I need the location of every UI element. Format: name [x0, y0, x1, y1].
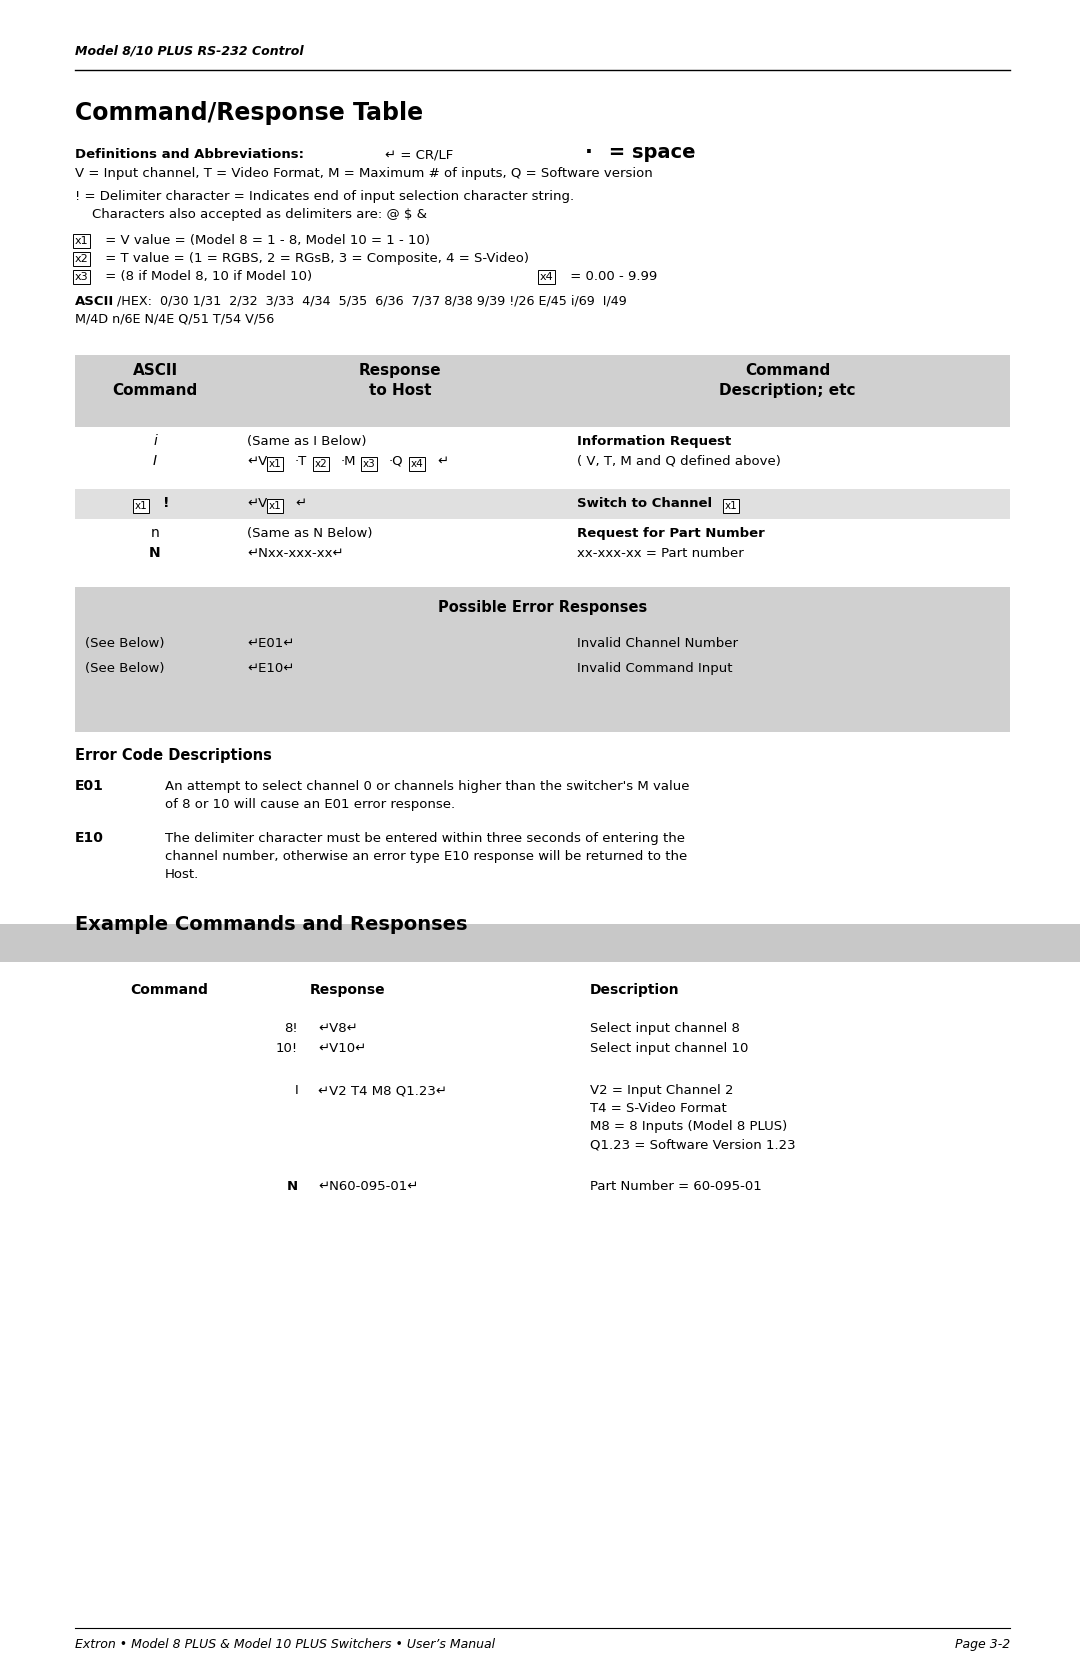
Text: Part Number = 60-095-01: Part Number = 60-095-01 — [590, 1180, 761, 1193]
Text: Description; etc: Description; etc — [719, 382, 855, 397]
Text: Response: Response — [359, 362, 442, 377]
Text: Error Code Descriptions: Error Code Descriptions — [75, 748, 272, 763]
Text: The delimiter character must be entered within three seconds of entering the: The delimiter character must be entered … — [165, 833, 685, 845]
Text: ↵E01↵: ↵E01↵ — [247, 638, 295, 649]
Text: Switch to Channel: Switch to Channel — [577, 497, 717, 511]
Text: (Same as I Below): (Same as I Below) — [247, 436, 366, 447]
Text: 8!: 8! — [284, 1021, 298, 1035]
Text: Information Request: Information Request — [577, 436, 731, 447]
Text: Command/Response Table: Command/Response Table — [75, 102, 423, 125]
Text: ↵V: ↵V — [247, 497, 267, 511]
Text: x2: x2 — [75, 254, 89, 264]
Text: /HEX:  0/30 1/31  2/32  3/33  4/34  5/35  6/36  7/37 8/38 9/39 !/26 E/45 i/69  I: /HEX: 0/30 1/31 2/32 3/33 4/34 5/35 6/36… — [117, 295, 626, 309]
Text: x4: x4 — [411, 459, 423, 469]
Text: ( V, T, M and Q defined above): ( V, T, M and Q defined above) — [577, 456, 781, 467]
Text: x4: x4 — [540, 272, 554, 282]
Bar — [0, 925, 1080, 961]
Text: M8 = 8 Inputs (Model 8 PLUS): M8 = 8 Inputs (Model 8 PLUS) — [590, 1120, 787, 1133]
Text: Characters also accepted as delimiters are: @ $ &: Characters also accepted as delimiters a… — [75, 209, 427, 220]
Text: V2 = Input Channel 2: V2 = Input Channel 2 — [590, 1083, 733, 1097]
Text: = (8 if Model 8, 10 if Model 10): = (8 if Model 8, 10 if Model 10) — [102, 270, 312, 284]
Text: channel number, otherwise an error type E10 response will be returned to the: channel number, otherwise an error type … — [165, 850, 687, 863]
Text: V = Input channel, T = Video Format, M = Maximum # of inputs, Q = Software versi: V = Input channel, T = Video Format, M =… — [75, 167, 652, 180]
Text: Select input channel 10: Select input channel 10 — [590, 1041, 748, 1055]
Text: = 0.00 - 9.99: = 0.00 - 9.99 — [566, 270, 658, 284]
Text: x1: x1 — [725, 501, 738, 511]
Text: I: I — [294, 1083, 298, 1097]
Text: = space: = space — [602, 144, 696, 162]
Text: = V value = (Model 8 = 1 - 8, Model 10 = 1 - 10): = V value = (Model 8 = 1 - 8, Model 10 =… — [102, 234, 430, 247]
Text: x1: x1 — [135, 501, 148, 511]
Text: I: I — [153, 454, 157, 467]
Text: ↵V10↵: ↵V10↵ — [318, 1041, 366, 1055]
Text: 10!: 10! — [275, 1041, 298, 1055]
Text: ·T: ·T — [295, 456, 307, 467]
Text: An attempt to select channel 0 or channels higher than the switcher's M value: An attempt to select channel 0 or channe… — [165, 779, 689, 793]
Text: ·: · — [585, 142, 593, 162]
Text: E10: E10 — [75, 831, 104, 845]
Text: Command: Command — [130, 983, 207, 996]
Text: x1: x1 — [269, 459, 282, 469]
Text: Possible Error Responses: Possible Error Responses — [437, 599, 647, 614]
Text: Response: Response — [310, 983, 386, 996]
Text: ↵Nxx-xxx-xx↵: ↵Nxx-xxx-xx↵ — [247, 547, 343, 561]
Text: N: N — [149, 546, 161, 561]
Text: T4 = S-Video Format: T4 = S-Video Format — [590, 1102, 727, 1115]
Text: ASCII: ASCII — [133, 362, 177, 377]
Text: Command: Command — [112, 382, 198, 397]
Text: M/4D n/6E N/4E Q/51 T/54 V/56: M/4D n/6E N/4E Q/51 T/54 V/56 — [75, 314, 274, 325]
Text: !: ! — [163, 496, 170, 511]
Text: Invalid Channel Number: Invalid Channel Number — [577, 638, 738, 649]
Text: Description: Description — [590, 983, 679, 996]
Text: ↵V8↵: ↵V8↵ — [318, 1021, 357, 1035]
Text: Page 3-2: Page 3-2 — [955, 1637, 1010, 1651]
Text: x2: x2 — [315, 459, 327, 469]
Text: Invalid Command Input: Invalid Command Input — [577, 663, 732, 674]
Text: (See Below): (See Below) — [85, 663, 164, 674]
Text: N: N — [287, 1180, 298, 1193]
Text: Definitions and Abbreviations:: Definitions and Abbreviations: — [75, 149, 303, 160]
Text: Q1.23 = Software Version 1.23: Q1.23 = Software Version 1.23 — [590, 1138, 796, 1152]
Text: x1: x1 — [269, 501, 282, 511]
Text: x1: x1 — [75, 235, 89, 245]
Text: to Host: to Host — [368, 382, 431, 397]
Text: (See Below): (See Below) — [85, 638, 164, 649]
Text: ↵: ↵ — [295, 497, 306, 511]
Text: ↵V: ↵V — [247, 456, 267, 467]
Text: ! = Delimiter character = Indicates end of input selection character string.: ! = Delimiter character = Indicates end … — [75, 190, 575, 204]
Text: ASCII: ASCII — [75, 295, 114, 309]
Text: Extron • Model 8 PLUS & Model 10 PLUS Switchers • User’s Manual: Extron • Model 8 PLUS & Model 10 PLUS Sw… — [75, 1637, 495, 1651]
Text: ↵: ↵ — [437, 456, 448, 467]
Bar — [75, 355, 1010, 427]
Bar — [75, 489, 1010, 519]
Text: Model 8/10 PLUS RS-232 Control: Model 8/10 PLUS RS-232 Control — [75, 45, 303, 58]
Text: Select input channel 8: Select input channel 8 — [590, 1021, 740, 1035]
Text: Example Commands and Responses: Example Commands and Responses — [75, 915, 468, 935]
Text: ·Q: ·Q — [389, 456, 404, 467]
Text: ↵N60-095-01↵: ↵N60-095-01↵ — [318, 1180, 418, 1193]
Text: x3: x3 — [75, 272, 89, 282]
Text: ·M: ·M — [341, 456, 356, 467]
Bar — [75, 587, 1010, 733]
Text: Request for Part Number: Request for Part Number — [577, 527, 765, 541]
Text: (Same as N Below): (Same as N Below) — [247, 527, 373, 541]
Text: ↵V2 T4 M8 Q1.23↵: ↵V2 T4 M8 Q1.23↵ — [318, 1083, 447, 1097]
Text: ↵ = CR/LF: ↵ = CR/LF — [384, 149, 454, 160]
Text: Command: Command — [745, 362, 831, 377]
Text: = T value = (1 = RGBS, 2 = RGsB, 3 = Composite, 4 = S-Video): = T value = (1 = RGBS, 2 = RGsB, 3 = Com… — [102, 252, 529, 265]
Text: E01: E01 — [75, 779, 104, 793]
Text: n: n — [150, 526, 160, 541]
Text: i: i — [153, 434, 157, 447]
Text: ↵E10↵: ↵E10↵ — [247, 663, 295, 674]
Text: xx-xxx-xx = Part number: xx-xxx-xx = Part number — [577, 547, 744, 561]
Text: of 8 or 10 will cause an E01 error response.: of 8 or 10 will cause an E01 error respo… — [165, 798, 455, 811]
Text: Host.: Host. — [165, 868, 199, 881]
Text: x3: x3 — [363, 459, 376, 469]
